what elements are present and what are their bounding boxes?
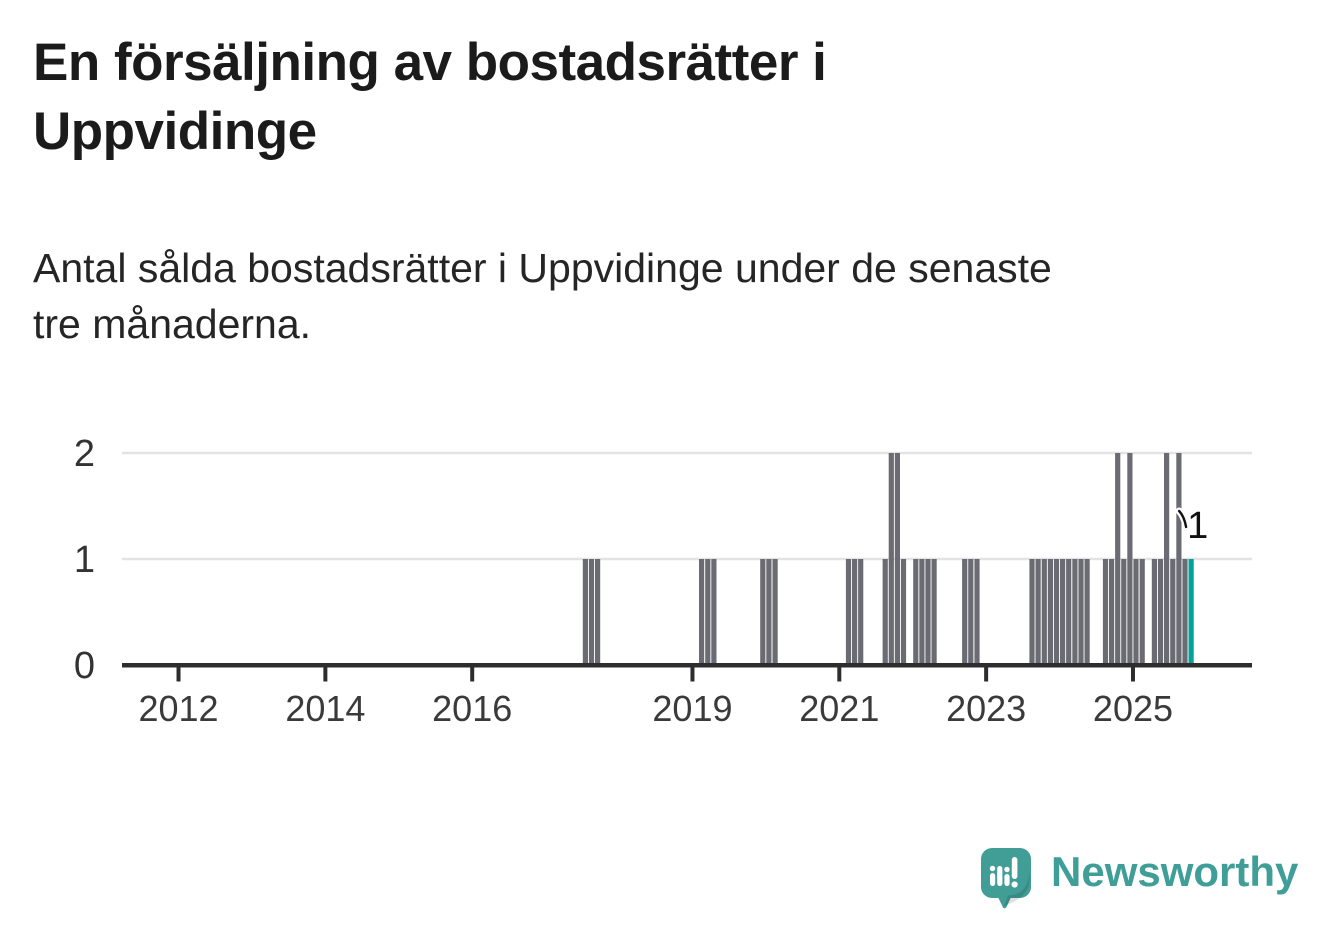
y-tick-label-2: 2 (74, 433, 95, 475)
bar-2023-12 (1053, 559, 1060, 663)
y-tick-label-1: 1 (74, 539, 95, 581)
x-tick-label-2014: 2014 (285, 688, 365, 729)
newsworthy-wordmark: Newsworthy (1051, 848, 1299, 895)
bar-2024-05 (1084, 559, 1090, 663)
x-tick-label-2021: 2021 (799, 688, 879, 729)
annotation-leader-line (1177, 509, 1188, 529)
bar-2024-12 (1127, 453, 1133, 663)
newsworthy-logo: Newsworthy (981, 848, 1298, 910)
bar-2024-03 (1072, 559, 1078, 663)
gridline-y2 (122, 451, 1252, 455)
bar-2023-10 (1041, 559, 1047, 663)
bar-2022-01 (913, 559, 919, 663)
bar-2021-11 (900, 559, 907, 663)
bar-2019-02 (699, 559, 705, 663)
chart-subtitle-line: Antal sålda bostadsrätter i Uppvidinge u… (33, 245, 1052, 291)
bar-2024-04 (1078, 559, 1084, 663)
bar-2020-02 (772, 559, 778, 663)
bar-2024-01 (1060, 559, 1066, 663)
bar-2024-02 (1066, 559, 1072, 663)
bar-2019-12 (760, 559, 766, 663)
x-tick-label-2023: 2023 (946, 688, 1026, 729)
bar-2024-10 (1115, 453, 1121, 663)
bar-2025-07 (1170, 559, 1176, 663)
chart-title-line: En försäljning av bostadsrätter i (33, 33, 827, 92)
bar-2022-10 (968, 559, 974, 663)
bar-2017-08 (588, 559, 595, 663)
x-tick-2023 (984, 667, 989, 682)
x-tick-label-2019: 2019 (652, 688, 732, 729)
x-tick-2025 (1130, 667, 1135, 682)
x-tick-2019 (690, 667, 695, 682)
bar-2022-09 (962, 559, 968, 663)
bar-2020-01 (766, 559, 772, 663)
bar-2024-09 (1109, 559, 1115, 663)
x-tick-label-2025: 2025 (1093, 688, 1173, 729)
highlighted-bar-2025-10 (1188, 559, 1194, 663)
bar-2021-10 (894, 453, 900, 663)
bar-2023-08 (1029, 559, 1035, 663)
bar-2021-02 (845, 559, 852, 663)
bar-2019-04 (711, 559, 717, 663)
newsworthy-speech-bubble-chart-icon (981, 848, 1031, 909)
bar-2022-11 (974, 559, 980, 663)
bar-2021-08 (882, 559, 888, 663)
x-tick-2021 (837, 667, 842, 682)
y-tick-label-0: 0 (74, 645, 95, 687)
bar-2023-09 (1035, 559, 1041, 663)
chart-subtitle-line: tre månaderna. (33, 301, 312, 347)
bar-2022-02 (919, 559, 925, 663)
bar-2022-04 (931, 559, 937, 663)
bar-2021-04 (858, 559, 864, 663)
bar-2024-11 (1121, 559, 1127, 663)
bar-2025-02 (1139, 559, 1145, 663)
bar-2021-09 (888, 453, 894, 663)
bar-2025-04 (1151, 559, 1157, 663)
bar-2022-03 (925, 559, 931, 663)
x-tick-2016 (470, 667, 475, 682)
chart-title-line: Uppvidinge (33, 102, 317, 161)
bar-2017-09 (595, 559, 601, 663)
latest-value-label: 1 (1187, 505, 1208, 547)
x-axis-line (122, 663, 1252, 668)
bar-2019-03 (705, 559, 711, 663)
x-tick-2014 (323, 667, 328, 682)
bar-2025-05 (1157, 559, 1164, 663)
bar-2025-09 (1182, 559, 1188, 663)
x-tick-label-2012: 2012 (138, 688, 218, 729)
bar-2025-06 (1164, 453, 1170, 663)
x-tick-2012 (176, 667, 181, 682)
bar-2024-08 (1102, 559, 1109, 663)
bar-2023-11 (1047, 559, 1053, 663)
gridline-y1 (122, 557, 1252, 561)
bar-2021-03 (852, 559, 858, 663)
x-tick-label-2016: 2016 (432, 688, 512, 729)
chart-subtitle: Antal sålda bostadsrätter i Uppvidinge u… (33, 240, 1052, 352)
bar-2025-01 (1133, 559, 1139, 663)
bar-2017-07 (582, 559, 588, 663)
bar-2025-08 (1176, 453, 1182, 663)
chart-title: En försäljning av bostadsrätter i Uppvid… (33, 28, 827, 166)
